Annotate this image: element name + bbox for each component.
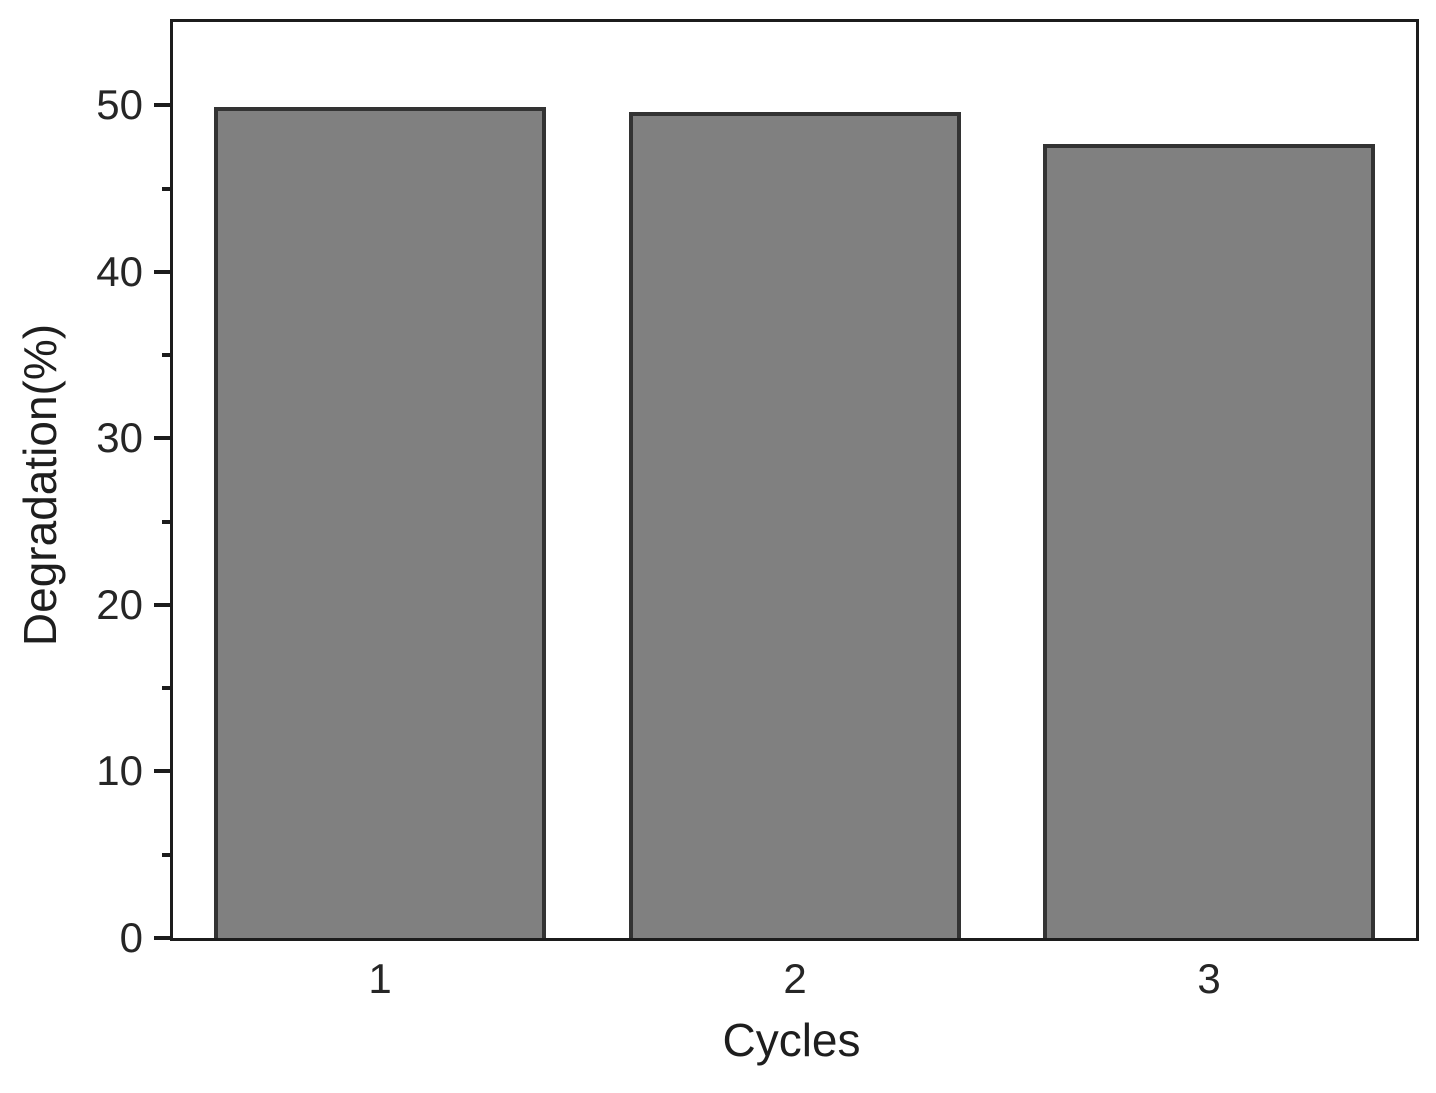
plot-area: 0 10 20 30 40 50 1 2 3 [96,19,1419,1000]
y-axis-tick-label: 30 [96,414,143,461]
y-axis-major-tick [154,769,170,773]
y-axis-major-tick [154,103,170,107]
y-axis-tick-label: 10 [96,747,143,794]
y-axis-minor-tick [162,853,170,857]
y-axis-title: Degradation(%) [14,323,66,647]
bar [629,112,961,938]
y-axis-minor-tick [162,686,170,690]
x-axis-tick-label: 1 [368,955,392,1002]
y-axis-minor-tick [162,520,170,524]
x-axis-tick-label: 2 [783,955,807,1002]
y-axis-tick-label: 20 [96,581,143,628]
bar [1043,144,1375,938]
y-axis-tick-label: 40 [96,248,143,295]
y-axis-tick-label: 50 [96,81,143,128]
x-axis-tick-label: 3 [1197,955,1221,1002]
y-axis-major-tick [154,436,170,440]
y-axis-minor-tick [162,187,170,191]
y-axis-major-tick [154,936,170,940]
bar [214,107,546,938]
x-axis-title: Cycles [722,1014,861,1066]
y-axis-major-tick [154,603,170,607]
y-axis-tick-label: 0 [119,914,143,961]
y-axis-minor-tick [162,353,170,357]
y-axis-major-tick [154,270,170,274]
